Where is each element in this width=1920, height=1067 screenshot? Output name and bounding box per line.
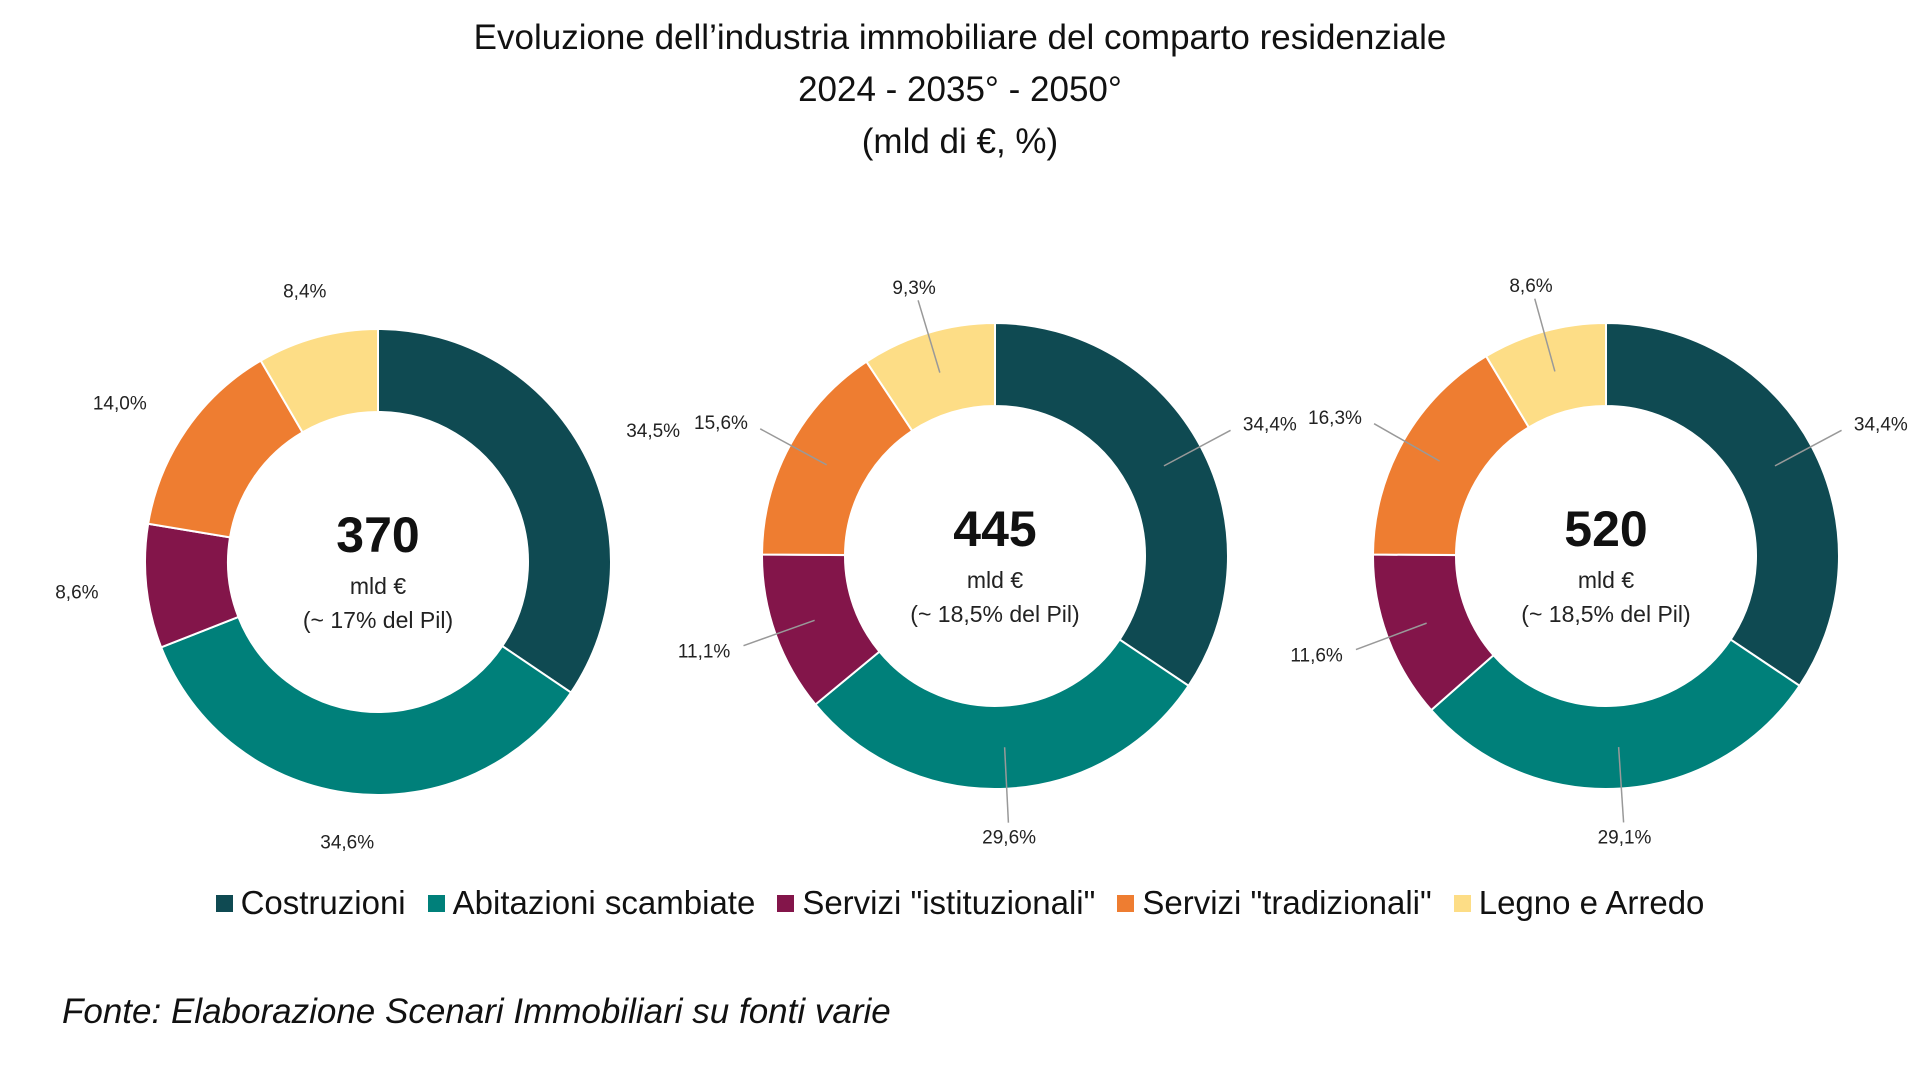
center-note: (~ 18,5% del Pil) [910,601,1079,627]
center-note: (~ 17% del Pil) [303,607,453,633]
data-label: 8,4% [283,282,326,303]
leader-line [1774,429,1842,467]
leader-line [1003,747,1010,823]
leader-line [743,619,815,647]
legend-item-servizi-tradizionali: Servizi "tradizionali" [1117,884,1432,922]
legend-item-servizi-istituzionali: Servizi "istituzionali" [777,884,1095,922]
donut-slice [1605,321,1840,688]
chart-title: Evoluzione dell’industria immobiliare de… [473,18,1447,57]
center-unit: mld € [1578,567,1634,593]
legend-label: Costruzioni [240,884,406,921]
legend-swatch [1453,894,1471,912]
chart-subtitle: 2024 - 2035° - 2050° [798,70,1122,109]
data-label: 11,6% [1290,646,1343,667]
data-label: 9,3% [892,278,935,299]
donut-slice [159,615,573,796]
center-total: 370 [336,507,419,563]
data-label: 34,6% [320,832,374,853]
data-label: 34,4% [1854,415,1908,436]
legend-label: Legno e Arredo [1478,884,1705,921]
center-total: 520 [1564,501,1647,557]
donut-slice [994,321,1229,688]
leader-line [917,300,941,373]
source-note: Fonte: Elaborazione Scenari Immobiliari … [62,992,891,1031]
leader-line [1617,747,1625,823]
center-unit: mld € [967,567,1023,593]
center-note: (~ 18,5% del Pil) [1521,601,1690,627]
legend-label: Servizi "tradizionali" [1142,884,1432,921]
data-label: 34,4% [1243,415,1297,436]
leader-line [1373,423,1441,462]
data-label: 8,6% [1509,276,1552,297]
legend-item-costruzioni: Costruzioni [215,884,406,922]
data-label: 15,6% [694,413,748,434]
center-unit: mld € [350,573,406,599]
legend-swatch [427,894,445,912]
donut-slice [814,638,1190,790]
leader-line [1355,622,1427,651]
data-label: 16,3% [1308,408,1362,429]
legend-item-legno-arredo: Legno e Arredo [1453,884,1705,922]
data-label: 34,5% [626,421,680,442]
legend-label: Abitazioni scambiate [452,884,756,921]
data-label: 14,0% [93,393,147,414]
data-label: 8,6% [55,582,98,603]
legend-item-abitazioni: Abitazioni scambiate [427,884,756,922]
chart-units: (mld di €, %) [861,122,1059,161]
leader-line [1534,298,1556,372]
center-total: 445 [953,501,1036,557]
donut-slice [1429,638,1801,790]
legend-swatch [1117,894,1135,912]
donut-slice [377,327,612,694]
donut-slice [259,327,379,434]
legend: Costruzioni Abitazioni scambiate Servizi… [0,884,1920,922]
leader-line [1163,429,1231,467]
legend-swatch [215,894,233,912]
data-label: 29,6% [982,828,1036,849]
data-label: 29,1% [1598,827,1652,848]
leader-line [759,428,827,466]
donut-slice [865,321,996,433]
legend-label: Servizi "istituzionali" [802,884,1096,921]
legend-swatch [777,894,795,912]
data-label: 11,1% [678,641,731,662]
donut-slice [1484,321,1607,429]
